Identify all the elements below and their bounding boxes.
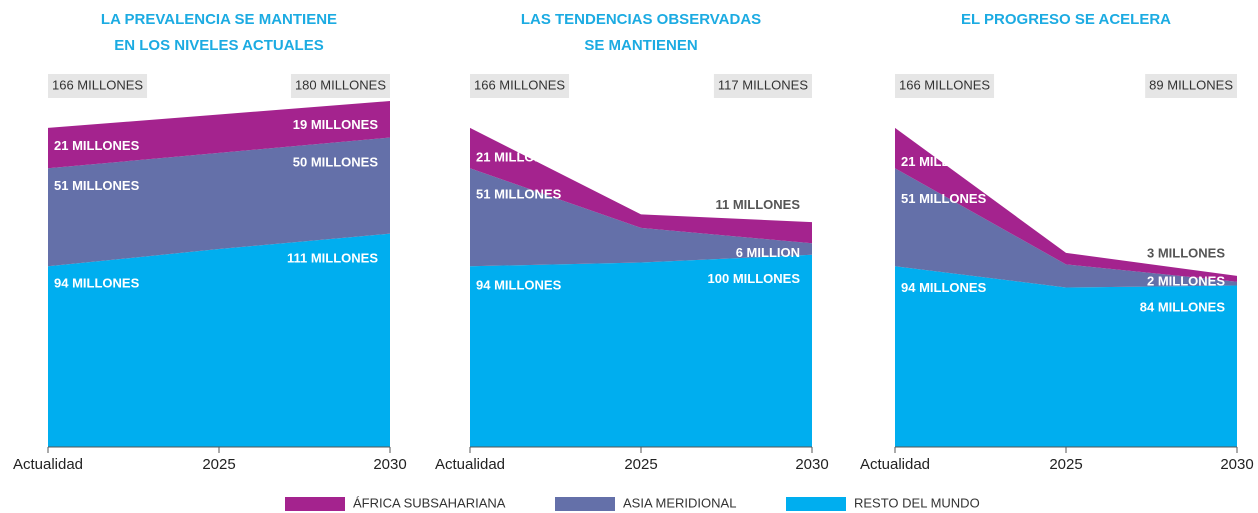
total-box [895,74,995,98]
x-tick-label: Actualidad [13,456,83,473]
chart-title: LA PREVALENCIA SE MANTIENE [101,11,337,28]
value-label: 6 MILLION [736,245,800,260]
total-label: 166 MILLONES [52,77,143,92]
legend-swatch [786,497,846,511]
total-box [470,74,570,98]
value-label: 51 MILLONES [54,178,140,193]
total-box [290,74,390,98]
chart-title: LAS TENDENCIAS OBSERVADAS [521,11,761,28]
x-tick-label: 2030 [795,456,828,473]
chart-title: EN LOS NIVELES ACTUALES [114,37,323,54]
value-label: 21 MILLONES [476,149,562,164]
area [895,266,1237,447]
x-tick-label: 2030 [1220,456,1253,473]
legend-swatch [555,497,615,511]
total-box [48,74,148,98]
area [470,127,812,244]
total-box [713,74,812,98]
value-label: 19 MILLONES [293,117,379,132]
x-tick-label: 2030 [373,456,406,473]
legend-swatch [285,497,345,511]
value-label: 21 MILLONES [901,154,987,169]
total-label: 180 MILLONES [295,77,386,92]
x-tick-label: Actualidad [435,456,505,473]
area [48,101,390,169]
total-label: 89 MILLONES [1149,77,1233,92]
value-label: 94 MILLONES [476,277,562,292]
legend-label: RESTO DEL MUNDO [854,495,980,510]
area [895,127,1237,282]
area [48,137,390,267]
chart-title: SE MANTIENEN [584,37,697,54]
total-label: 117 MILLONES [718,77,808,92]
legend-label: ÁFRICA SUBSAHARIANA [353,495,506,510]
chart-title: EL PROGRESO SE ACELERA [961,11,1171,28]
area [48,233,390,447]
value-label: 94 MILLONES [901,280,987,295]
total-box [1145,74,1237,98]
x-tick-label: 2025 [1049,456,1082,473]
value-label: 51 MILLONES [476,187,562,202]
area [895,168,1237,288]
value-label: 3 MILLONES [1147,245,1225,260]
total-label: 166 MILLONES [474,77,565,92]
value-label: 94 MILLONES [54,276,140,291]
legend-label: ASIA MERIDIONAL [623,495,736,510]
x-tick-label: 2025 [202,456,235,473]
value-label: 84 MILLONES [1140,300,1226,315]
x-tick-label: 2025 [624,456,657,473]
total-label: 166 MILLONES [899,77,990,92]
value-label: 111 MILLONES [287,250,378,265]
x-tick-label: Actualidad [860,456,930,473]
area [470,254,812,447]
value-label: 21 MILLONES [54,138,140,153]
area [470,168,812,267]
value-label: 51 MILLONES [901,191,987,206]
value-label: 11 MILLONES [715,197,800,212]
value-label: 2 MILLONES [1147,274,1225,289]
value-label: 100 MILLONES [708,271,801,286]
value-label: 50 MILLONES [293,154,379,169]
